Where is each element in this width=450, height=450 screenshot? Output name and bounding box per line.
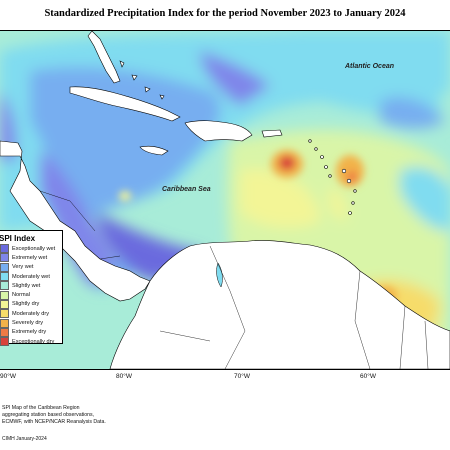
legend-item: Exceptionally dry	[0, 337, 62, 347]
map-source-note: SPI Map of the Caribbean Region aggregat…	[2, 405, 106, 426]
caribbean-sea-label: Caribbean Sea	[162, 186, 211, 193]
legend-label: Slightly wet	[12, 282, 41, 289]
legend-label: Severely dry	[12, 320, 44, 327]
legend-swatch	[0, 272, 9, 282]
spi-map	[0, 30, 450, 370]
legend-swatch	[0, 299, 9, 309]
legend-swatch	[0, 290, 9, 300]
legend-label: Extremely dry	[12, 329, 47, 336]
legend-swatch	[0, 318, 9, 328]
legend-item: Severely dry	[0, 318, 62, 328]
legend-label: Very wet	[12, 264, 34, 271]
map-title: Standardized Precipitation Index for the…	[44, 8, 406, 19]
longitude-label-70w: 70°W	[234, 373, 250, 380]
legend-label: Extremely wet	[12, 254, 48, 261]
legend-label: Exceptionally dry	[12, 338, 55, 345]
legend-swatch	[0, 244, 9, 254]
legend-swatch	[0, 327, 9, 337]
source-line-3: ECMWF, with NCEP/NCAR Reanalysis Data.	[2, 419, 106, 425]
legend-swatch	[0, 253, 9, 263]
source-line-2: aggregating station based observations,	[2, 412, 94, 418]
legend-item: Slightly wet	[0, 281, 62, 291]
legend-item: Very wet	[0, 262, 62, 272]
longitude-label-60w: 60°W	[360, 373, 376, 380]
longitude-label-80w: 80°W	[116, 373, 132, 380]
lake-maracaibo	[216, 262, 223, 288]
legend-item: Moderately dry	[0, 309, 62, 319]
legend-title: SPI Index	[0, 234, 36, 243]
legend-label: Moderately wet	[12, 273, 50, 280]
legend-label: Exceptionally wet	[12, 245, 56, 252]
legend-item: Exceptionally wet	[0, 244, 62, 254]
legend-item: Moderately wet	[0, 272, 62, 282]
longitude-label-90w: 90°W	[0, 373, 16, 380]
legend-item: Slightly dry	[0, 299, 62, 309]
legend-label: Moderately dry	[12, 310, 49, 317]
coastlines	[0, 31, 450, 369]
country-borders	[39, 190, 429, 369]
legend-label: Slightly dry	[12, 301, 40, 308]
source-line-1: SPI Map of the Caribbean Region	[2, 405, 80, 411]
legend-swatch	[0, 262, 9, 272]
map-credit: CIMH January-2024	[2, 436, 47, 442]
legend-label: Normal	[12, 292, 31, 299]
atlantic-ocean-label: Atlantic Ocean	[345, 63, 395, 70]
legend-swatch	[0, 281, 9, 291]
legend-swatch	[0, 337, 9, 347]
legend-items: Exceptionally wet Extremely wet Very wet Mo…	[0, 244, 62, 347]
legend-item: Extremely dry	[0, 327, 62, 337]
legend-item: Normal	[0, 290, 62, 300]
spi-legend: SPI Index Exceptionally wet Extremely wet…	[0, 230, 63, 347]
legend-item: Extremely wet	[0, 253, 62, 263]
legend-swatch	[0, 309, 9, 319]
